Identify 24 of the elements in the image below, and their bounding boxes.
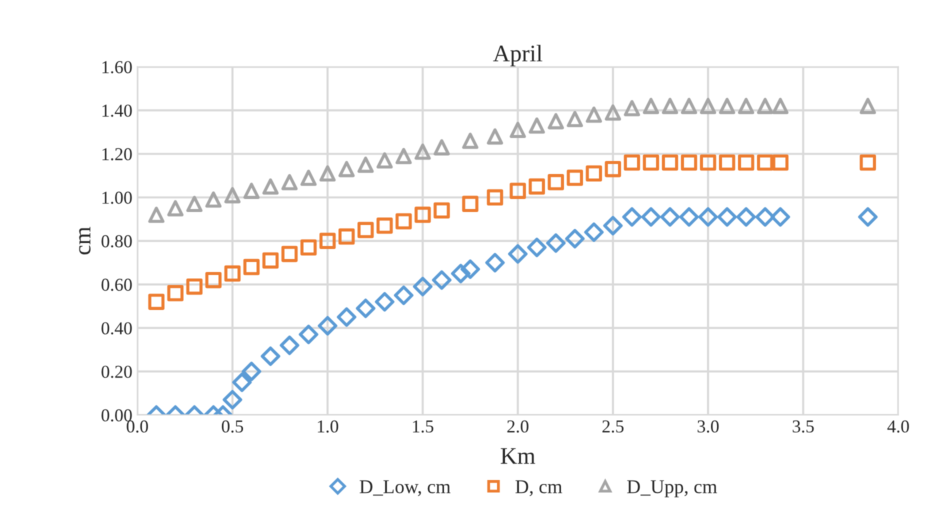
chart-title: April bbox=[493, 44, 542, 66]
y-tick-label: 0.40 bbox=[102, 322, 132, 334]
x-axis-title: Km bbox=[500, 448, 536, 464]
x-tick-label: 2.5 bbox=[602, 420, 624, 433]
y-tick-label: 1.20 bbox=[102, 148, 132, 160]
x-tick-label: 0.5 bbox=[222, 420, 244, 433]
legend-label: D, cm bbox=[515, 480, 562, 496]
legend-label: D_Low, cm bbox=[360, 480, 450, 496]
x-tick-label: 2.0 bbox=[507, 420, 528, 433]
x-tick-label: 4.0 bbox=[887, 420, 909, 433]
y-tick-label: 0.20 bbox=[102, 366, 132, 378]
y-tick-label: 0.60 bbox=[102, 278, 132, 291]
x-tick-label: 1.5 bbox=[413, 420, 434, 433]
x-tick-label: 3.0 bbox=[698, 420, 719, 433]
y-tick-label: 1.00 bbox=[102, 192, 132, 204]
y-tick-label: 1.40 bbox=[102, 104, 132, 117]
x-tick-label: 1.0 bbox=[318, 420, 338, 433]
x-tick-label: 0.0 bbox=[126, 420, 148, 433]
y-axis-title: cm bbox=[79, 226, 91, 254]
y-tick-label: 0.80 bbox=[102, 235, 132, 248]
y-tick-label: 0.00 bbox=[102, 409, 132, 422]
legend-label: D_Upp, cm bbox=[627, 480, 718, 498]
y-tick-label: 1.60 bbox=[102, 61, 132, 74]
x-tick-label: 3.5 bbox=[792, 420, 814, 433]
